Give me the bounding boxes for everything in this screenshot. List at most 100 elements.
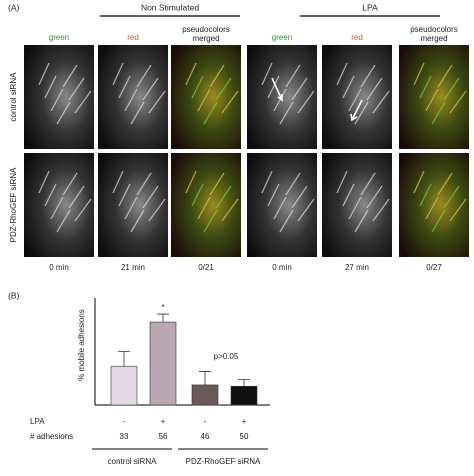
streak <box>203 101 218 125</box>
error-bar <box>157 313 169 323</box>
column-label: red <box>127 33 139 42</box>
streak <box>342 75 355 99</box>
row-cell: + <box>242 417 247 426</box>
streak <box>273 88 287 112</box>
streak <box>142 77 159 101</box>
time-label: 21 min <box>121 263 145 272</box>
bar <box>110 365 138 406</box>
streak <box>56 209 71 233</box>
streak <box>74 198 92 222</box>
condition-label: LPA <box>362 2 378 12</box>
row-cell: 50 <box>240 432 249 441</box>
streak <box>354 101 369 125</box>
streak <box>372 90 390 114</box>
streak <box>267 183 280 207</box>
streak <box>425 196 439 220</box>
streak <box>291 185 308 209</box>
time-label: 0/21 <box>198 263 214 272</box>
streak <box>221 198 239 222</box>
streak <box>437 172 453 196</box>
streak <box>449 90 467 114</box>
error-bar <box>238 379 250 387</box>
streak <box>297 90 315 114</box>
streak <box>285 172 301 196</box>
micrographs <box>24 45 469 257</box>
streak <box>56 101 71 125</box>
arrow <box>271 77 283 102</box>
streak <box>419 75 432 99</box>
streak <box>273 196 287 220</box>
time-label: 0 min <box>49 263 69 272</box>
arrow <box>350 99 363 122</box>
streak <box>431 101 446 125</box>
panel-label: (B) <box>8 290 20 300</box>
bar <box>230 385 258 406</box>
row-cell: 46 <box>201 432 210 441</box>
streak <box>291 77 308 101</box>
column-label: green <box>272 33 292 42</box>
streak <box>221 90 239 114</box>
streak <box>267 75 280 99</box>
streak <box>425 88 439 112</box>
streak <box>124 88 138 112</box>
streak <box>354 209 369 233</box>
streak <box>413 62 425 86</box>
streak <box>279 209 294 233</box>
streak <box>148 198 166 222</box>
bar <box>191 384 219 406</box>
streak <box>130 209 145 233</box>
streak <box>366 77 383 101</box>
streak <box>62 172 78 196</box>
y-axis-label: % mobile adhesions <box>77 309 86 381</box>
row-cell: - <box>123 417 126 426</box>
streak <box>419 183 432 207</box>
row-label: LPA <box>30 417 45 426</box>
bar <box>149 321 177 406</box>
row-label: PDZ-RhoGEF siRNA <box>9 167 18 242</box>
streak <box>443 77 460 101</box>
streak <box>360 172 376 196</box>
streak <box>68 77 85 101</box>
row-cell: + <box>161 417 166 426</box>
streak <box>44 75 57 99</box>
streak <box>336 170 348 194</box>
streak <box>124 196 138 220</box>
time-label: 27 min <box>345 263 369 272</box>
row-cell: 56 <box>159 432 168 441</box>
streak <box>215 77 232 101</box>
streak <box>209 64 225 88</box>
streak <box>449 198 467 222</box>
streak <box>185 170 197 194</box>
streak <box>38 62 50 86</box>
streak <box>118 75 131 99</box>
group-label: control siRNA <box>108 457 158 466</box>
row-label: control siRNA <box>9 72 18 122</box>
streak <box>62 64 78 88</box>
streak <box>50 196 64 220</box>
column-label: green <box>49 33 69 42</box>
streak <box>366 185 383 209</box>
streak <box>118 183 131 207</box>
streak <box>360 64 376 88</box>
column-label: red <box>351 33 363 42</box>
group-label: PDZ-RhoGEF siRNA <box>186 457 261 466</box>
streak <box>191 183 204 207</box>
streak <box>112 170 124 194</box>
row-label: # adhesions <box>30 432 73 441</box>
time-label: 0 min <box>272 263 292 272</box>
streak <box>336 62 348 86</box>
streak <box>215 185 232 209</box>
streak <box>372 198 390 222</box>
streak <box>136 64 152 88</box>
streak <box>285 64 301 88</box>
streak <box>209 172 225 196</box>
streak <box>279 101 294 125</box>
streak <box>413 170 425 194</box>
streak <box>197 196 211 220</box>
streak <box>348 196 362 220</box>
streak <box>261 62 273 86</box>
error-bar <box>199 371 211 385</box>
streak <box>142 185 159 209</box>
streak <box>348 88 362 112</box>
